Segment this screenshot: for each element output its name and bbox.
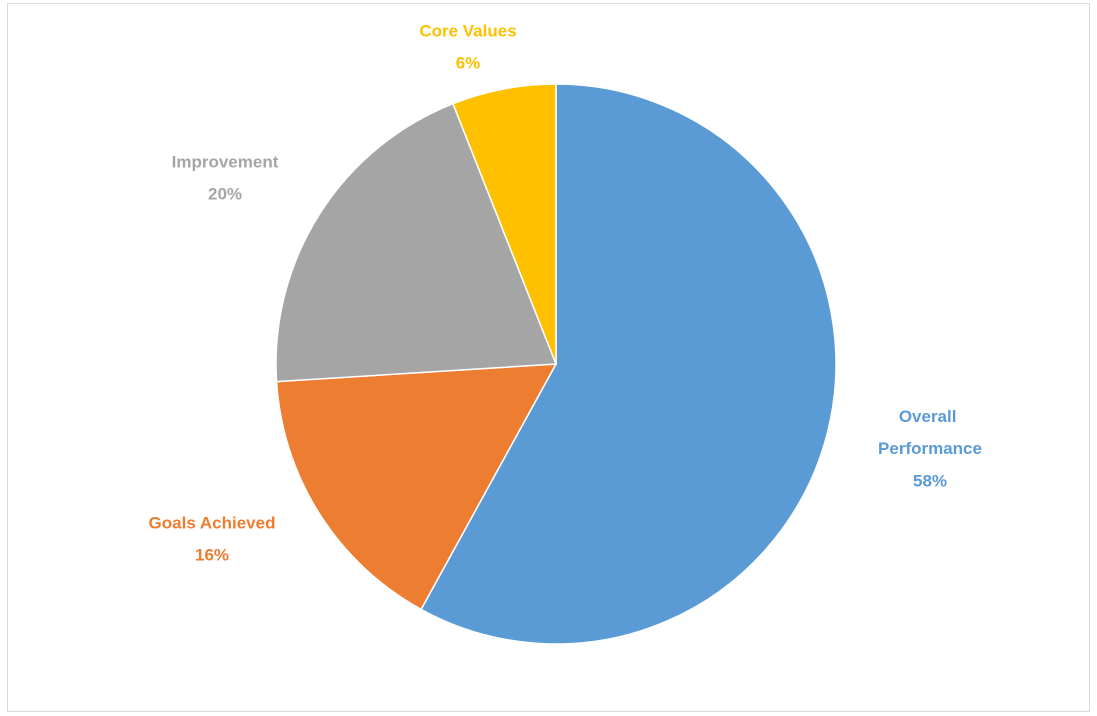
pie-slice (275, 102, 558, 383)
slice-value-label: 16% (195, 545, 229, 564)
slice-label: Goals Achieved (149, 513, 276, 532)
slice-value-label: 58% (913, 471, 947, 490)
slice-label: Improvement (172, 152, 279, 171)
pie-slice (420, 83, 837, 645)
pie-slice (451, 83, 557, 365)
slice-value-label: 20% (208, 184, 242, 203)
pie-slice (275, 363, 558, 611)
slice-label: Core Values (419, 21, 516, 40)
slice-value-label: 6% (456, 53, 481, 72)
slice-label: Overall Performance (878, 407, 982, 458)
